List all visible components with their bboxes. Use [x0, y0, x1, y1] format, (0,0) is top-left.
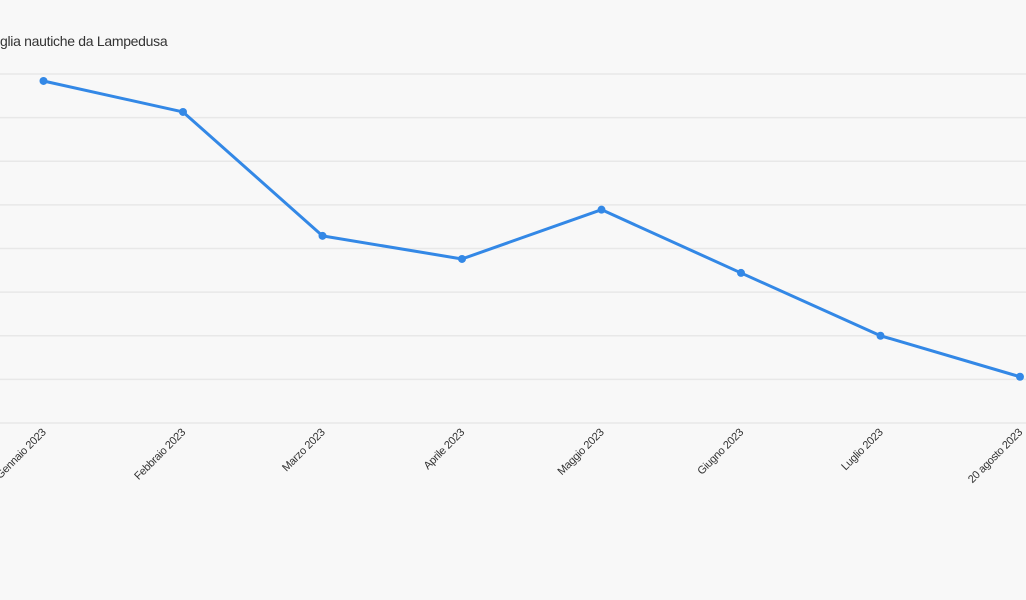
point [318, 231, 327, 240]
point [458, 254, 466, 263]
point [737, 268, 745, 277]
point [179, 107, 187, 116]
x-tick-label: Marzo 2023 [280, 427, 328, 475]
x-tick-label: Luglio 2023 [839, 427, 886, 474]
x-tick-label: Febbraio 2023 [132, 427, 188, 483]
x-tick-label: Gennaio 2023 [0, 427, 49, 482]
point [876, 331, 885, 340]
x-tick-label: 20 agosto 2023 [966, 427, 1025, 486]
line [43, 79, 1021, 379]
chart-title: glia nautiche da Lampedusa [0, 33, 168, 49]
point [1016, 372, 1024, 381]
x-tick-label: Giugno 2023 [695, 427, 746, 478]
x-tick-label: Aprile 2023 [422, 427, 468, 473]
point [597, 205, 606, 214]
x-tick-label: Maggio 2023 [555, 427, 606, 478]
point [39, 76, 48, 85]
